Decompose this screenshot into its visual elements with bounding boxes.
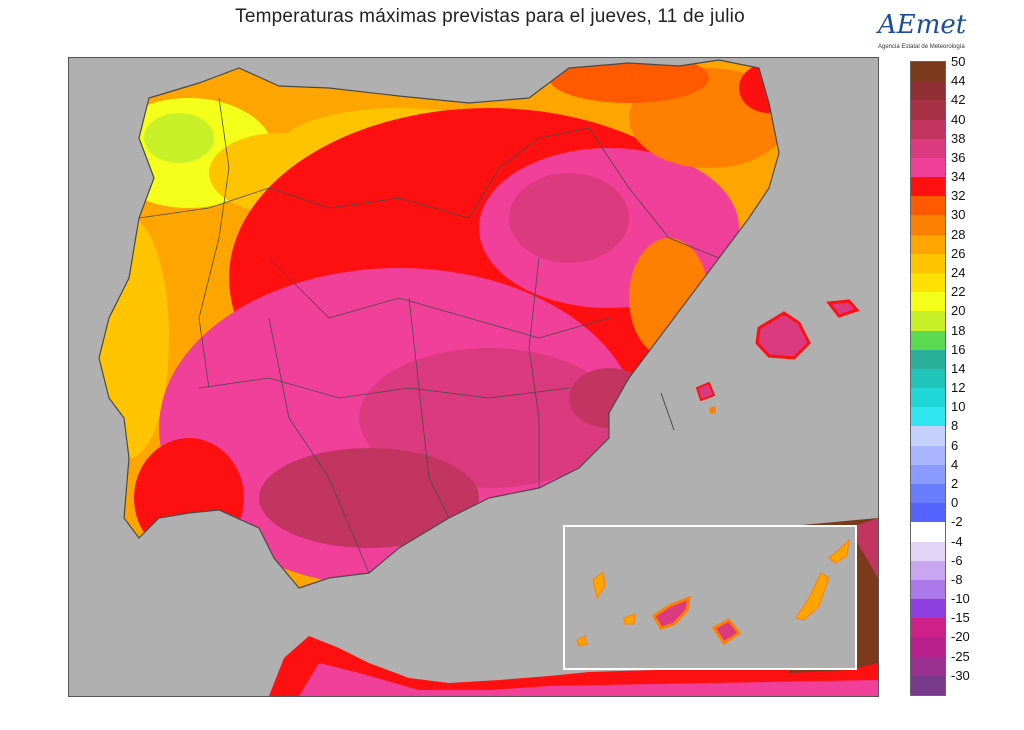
legend-label: 18 [951,322,966,338]
legend-label: 38 [951,130,966,146]
legend-swatch [911,675,945,696]
legend-swatch [911,215,945,236]
temperature-map-svg [98,59,878,696]
legend-swatch [911,656,945,677]
legend-swatch [911,560,945,581]
legend-label: 34 [951,169,966,185]
province-borders [138,97,720,574]
legend-swatch [911,388,945,408]
legend-label: -8 [951,571,963,587]
legend-label: 4 [951,456,959,472]
legend-swatch [911,157,945,178]
legend-swatch [911,522,945,543]
legend-label: 2 [951,476,959,491]
legend-swatch [911,579,945,600]
legend-swatch [911,273,945,293]
map-title: Temperaturas máximas previstas para el j… [235,6,745,27]
legend-swatch [911,349,945,370]
legend-swatch [911,62,945,82]
balearic-islands [695,299,860,414]
legend-label: 20 [951,303,966,319]
legend-label: 10 [951,399,966,415]
legend-label: 12 [951,380,966,396]
legend-swatch [911,541,945,562]
legend-swatch [911,311,945,332]
legend-label: -20 [951,629,970,645]
legend-swatch [911,445,945,466]
legend-label: -2 [951,514,963,530]
legend-swatch [911,599,945,619]
legend-label: -6 [951,552,963,568]
legend-label: 8 [951,418,959,434]
peninsula-land [99,60,779,588]
legend-label: 42 [951,92,966,108]
legend-label: 24 [951,265,966,280]
temperature-legend: 50 44 42 40 38 36 34 32 30 28 26 24 22 20 18 16 14 12 10 8 6… [910,54,970,696]
legend-swatch [911,292,945,312]
legend-label: 44 [951,73,966,89]
legend-label: -4 [951,533,963,549]
legend-label: 40 [951,111,966,127]
legend-swatch [911,100,945,121]
legend-label: 16 [951,341,966,357]
legend-swatch [911,177,945,197]
legend-label: 32 [951,188,966,204]
legend-label: 6 [951,437,959,453]
legend-label: -25 [951,648,970,664]
legend-swatch [911,81,945,101]
legend-swatch [911,330,945,351]
legend-label: 50 [951,54,966,69]
legend-label: 0 [951,495,959,511]
legend-swatch [911,426,945,447]
divider-line [660,392,675,431]
legend-swatch [911,234,945,255]
legend-label: 36 [951,149,966,165]
legend-label: -10 [951,591,970,607]
legend-swatch [911,196,945,216]
legend-swatch [911,484,945,504]
aemet-logo: AEmet Agencia Estatal de Meteorología [872,10,967,56]
legend-label: 26 [951,245,966,261]
legend-swatch [911,253,945,274]
legend-swatch [911,138,945,159]
canary-islands-inset [563,525,857,670]
legend-swatch [911,464,945,485]
aemet-wordmark: AEmet [878,10,967,40]
legend-swatch [911,368,945,389]
legend-label: 14 [951,360,966,376]
legend-label: 28 [951,226,966,242]
legend-label: -15 [951,610,970,626]
legend-swatch [911,119,945,140]
legend-label: 30 [951,207,966,223]
aemet-subtitle: Agencia Estatal de Meteorología [878,44,965,50]
legend-swatch [911,503,945,523]
legend-label: 22 [951,284,966,300]
temperature-map [68,57,879,697]
legend-swatch [911,637,945,658]
legend-swatch [911,407,945,427]
legend-label: -30 [951,667,970,683]
legend-swatch [911,618,945,638]
